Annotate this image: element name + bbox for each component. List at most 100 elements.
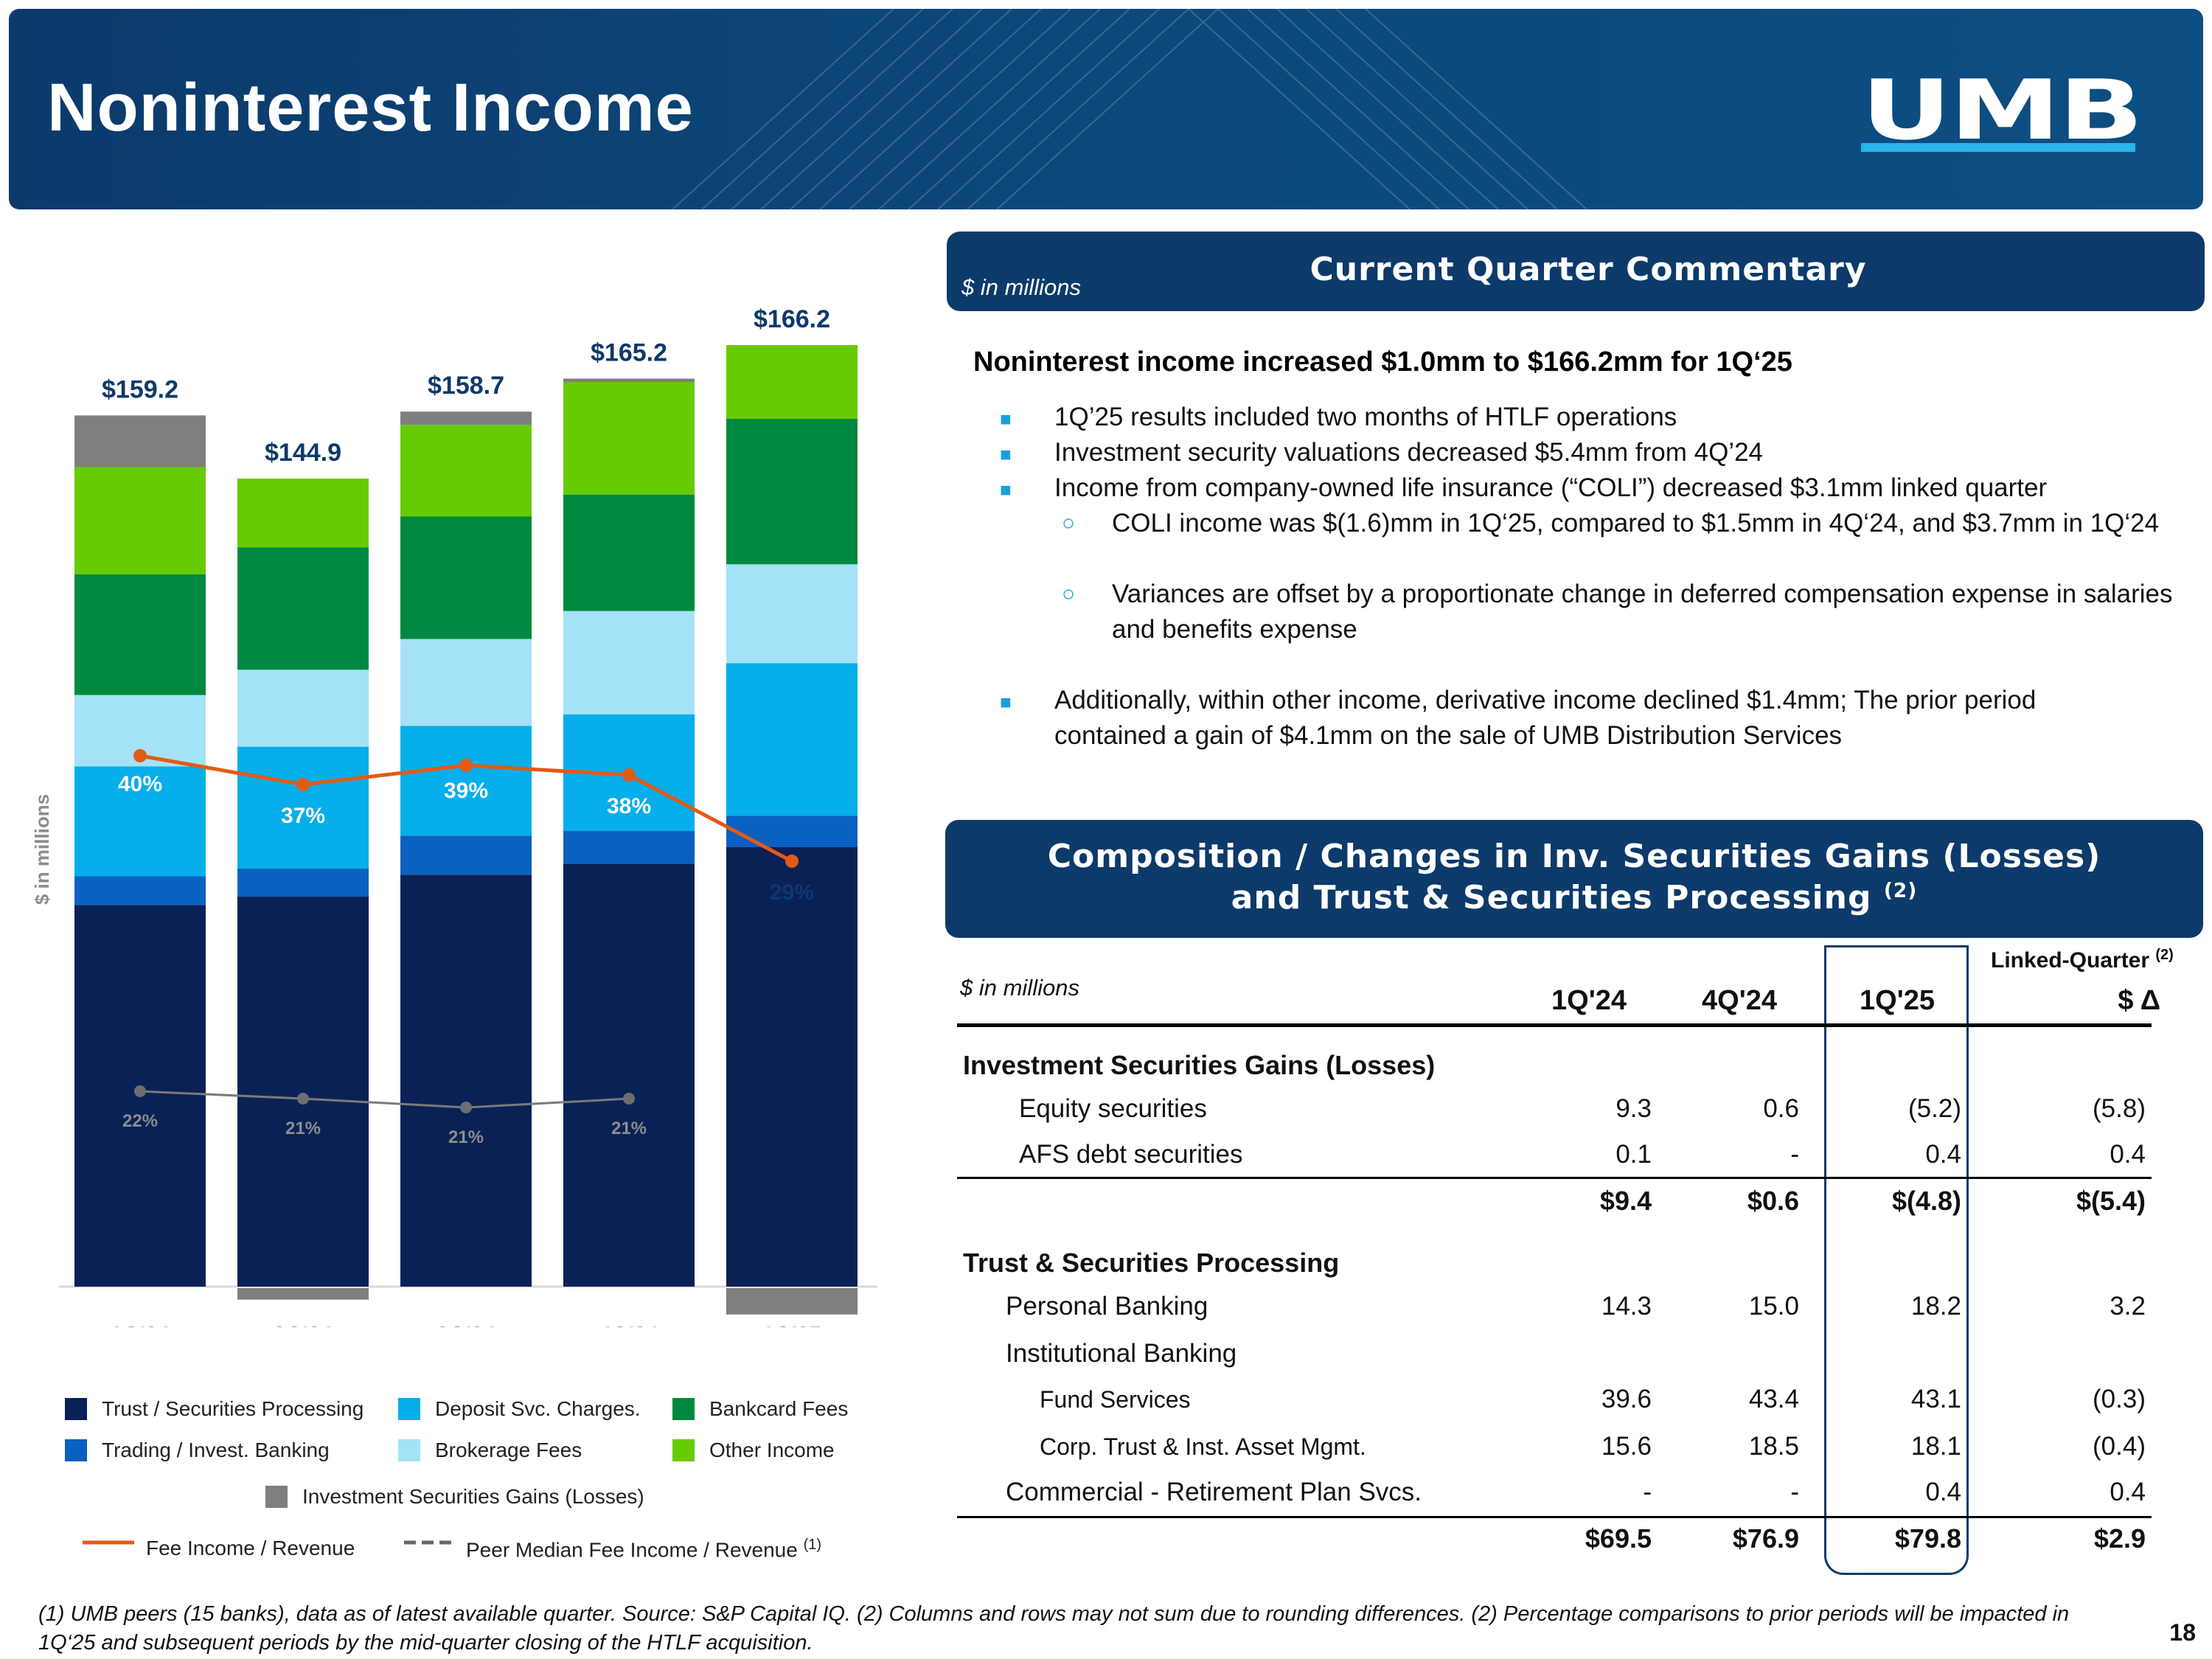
x-tick-label: 4Q'24 — [599, 1323, 659, 1327]
row-label: Personal Banking — [1006, 1292, 1208, 1321]
legend-label-deposit: Deposit Svc. Charges. — [435, 1397, 641, 1420]
subtotal-cell: $(5.4) — [2076, 1186, 2146, 1216]
bar-segment-trading-invest-banking — [400, 835, 532, 875]
cell: 9.3 — [1615, 1094, 1652, 1123]
cell: 0.6 — [1763, 1094, 1799, 1123]
bullet-text: Investment security valuations decreased… — [1054, 438, 1763, 467]
commentary-bullet: ■ Investment security valuations decreas… — [1000, 435, 2160, 470]
legend-label-peer: Peer Median Fee Income / Revenue (1) — [466, 1537, 821, 1562]
legend-label-brokerage: Brokerage Fees — [435, 1439, 582, 1461]
legend-label-fee: Fee Income / Revenue — [146, 1537, 355, 1559]
bar-segment-bankcard-fees — [74, 574, 206, 695]
cell: 15.0 — [1748, 1292, 1799, 1321]
title-banner: Noninterest Income UMB — [9, 9, 2203, 209]
cell: (5.2) — [1908, 1094, 1961, 1123]
cell: 43.1 — [1910, 1385, 1961, 1413]
cell: (0.4) — [2093, 1432, 2146, 1461]
total-cell: $76.9 — [1732, 1523, 1799, 1554]
legend-swatch-inv-gains — [265, 1486, 288, 1508]
linked-quarter-text: Linked-Quarter — [1991, 948, 2150, 973]
row-label: Fund Services — [1040, 1386, 1191, 1413]
fee-income-label: 38% — [607, 794, 651, 818]
logo-underline — [1861, 143, 2135, 152]
noninterest-income-chart: $ in millions $159.2 1Q'24 $144.9 2Q'24 $158… — [31, 305, 877, 1327]
column-header: 1Q'24 — [1551, 985, 1627, 1016]
total-cell: $2.9 — [2093, 1523, 2146, 1554]
legend-swatch-brokerage — [398, 1439, 420, 1461]
total-cell: $69.5 — [1585, 1523, 1652, 1554]
bar-segment-other-income — [563, 381, 695, 495]
bar-segment-trading-invest-banking — [563, 830, 695, 864]
legend-label-peer-sup: (1) — [803, 1537, 822, 1553]
peer-median-label: 22% — [122, 1111, 158, 1131]
cell: - — [1643, 1478, 1652, 1506]
commentary-unit-label: $ in millions — [961, 274, 1081, 300]
cell: 0.4 — [1925, 1140, 1961, 1169]
bar-segment-negative-investment-securities-gains-losses- — [237, 1288, 369, 1300]
bullet-square-icon: ■ — [1000, 691, 1012, 713]
cell: 14.3 — [1601, 1292, 1652, 1321]
bar-segment-trust-securities-processing — [400, 874, 532, 1287]
commentary-title: Current Quarter Commentary — [1310, 251, 1867, 288]
composition-title-line2-text: and Trust & Securities Processing — [1231, 879, 1872, 917]
commentary-bullet: ■ Additionally, within other income, der… — [1000, 683, 2146, 754]
linked-quarter-header: Linked-Quarter (2) — [1991, 947, 2174, 973]
commentary-header: $ in millions Current Quarter Commentary — [947, 232, 2205, 311]
peer-median-label: 21% — [285, 1119, 321, 1138]
cell: (0.3) — [2093, 1385, 2146, 1413]
peer-median-label: 21% — [448, 1127, 484, 1147]
cell: 0.4 — [2110, 1478, 2146, 1506]
legend-label-other: Other Income — [709, 1439, 835, 1461]
cell: 18.5 — [1748, 1432, 1799, 1461]
fee-income-label: 40% — [118, 772, 162, 796]
x-tick-label: 3Q'24 — [437, 1323, 496, 1327]
y-axis-label: $ in millions — [31, 794, 53, 905]
table-unit-label: $ in millions — [960, 975, 1079, 1001]
composition-title-sup: (2) — [1883, 879, 1918, 902]
cell: 18.2 — [1910, 1292, 1961, 1321]
umb-logo: UMB — [1861, 69, 2143, 152]
bar-segment-deposit-svc-charges- — [74, 766, 206, 877]
bar-total-label: $144.9 — [265, 439, 341, 467]
legend-swatch-deposit — [398, 1398, 420, 1420]
x-tick-label: 2Q'24 — [274, 1323, 333, 1327]
commentary-bullet: ■ 1Q’25 results included two months of H… — [1000, 400, 2160, 435]
sub-bullet-circle-icon: ○ — [1062, 582, 1076, 606]
legend-label-trading: Trading / Invest. Banking — [102, 1439, 330, 1461]
subtotal-cell: $(4.8) — [1891, 1186, 1961, 1216]
page-title: Noninterest Income — [47, 70, 694, 145]
fee-income-point — [459, 759, 473, 772]
bar-segment-brokerage-fees — [237, 669, 369, 747]
row-label: AFS debt securities — [1019, 1140, 1243, 1169]
bullet-square-icon: ■ — [1000, 443, 1012, 465]
bar-segment-other-income — [237, 479, 369, 548]
commentary-sub-bullet: ○ Variances are offset by a proportionat… — [1062, 577, 2174, 647]
bar-segment-bankcard-fees — [726, 418, 858, 565]
bullet-text: 1Q’25 results included two months of HTL… — [1054, 403, 1677, 431]
banner-pattern — [672, 9, 1587, 209]
bullet-square-icon: ■ — [1000, 479, 1012, 501]
bar-segment-brokerage-fees — [400, 639, 532, 726]
sub-bullet-circle-icon: ○ — [1062, 511, 1076, 535]
bar-segment-trading-invest-banking — [726, 815, 858, 847]
current-quarter-highlight-top — [1824, 945, 1969, 947]
bar-segment-trading-invest-banking — [74, 876, 206, 905]
bar-segment-trust-securities-processing — [726, 847, 858, 1287]
bar-total-label: $165.2 — [591, 339, 667, 367]
bar-segment-other-income — [726, 345, 858, 419]
x-tick-label: 1Q'24 — [111, 1323, 170, 1327]
legend-swatch-trust — [65, 1398, 87, 1420]
commentary-headline: Noninterest income increased $1.0mm to $… — [973, 347, 1792, 378]
cell: 18.1 — [1910, 1432, 1961, 1461]
bar-segment-investment-securities-gains-losses- — [74, 415, 206, 467]
current-quarter-highlight — [1824, 947, 1969, 1575]
row-label: Corp. Trust & Inst. Asset Mgmt. — [1040, 1433, 1366, 1460]
bullet-square-icon: ■ — [1000, 408, 1012, 430]
bar-total-label: $158.7 — [428, 372, 504, 400]
bar-segment-trading-invest-banking — [237, 869, 369, 897]
fee-income-label: 37% — [281, 804, 325, 828]
page-number: 18 — [2169, 1619, 2196, 1646]
subtotal-cell: $0.6 — [1747, 1186, 1799, 1216]
fee-income-point — [133, 749, 147, 762]
peer-median-line — [139, 1090, 630, 1109]
